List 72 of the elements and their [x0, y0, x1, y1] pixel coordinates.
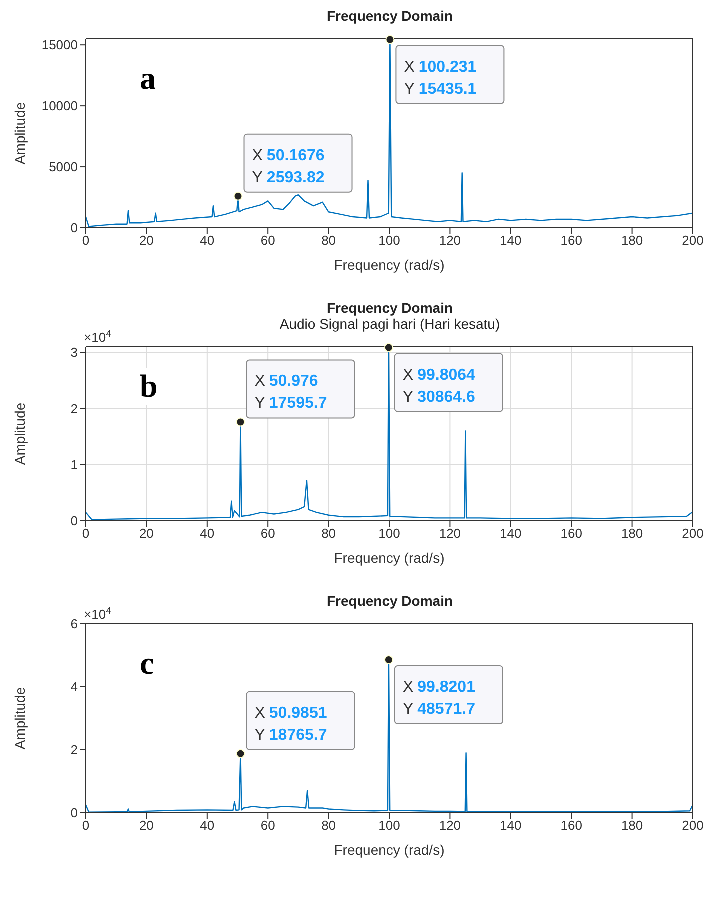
datatip: X 100.231 Y 15435.1: [386, 35, 505, 104]
y-tick-label: 0: [70, 806, 78, 821]
x-tick-label: 40: [200, 818, 215, 834]
annotation: X 99.8064 Y 30864.6: [402, 366, 476, 406]
text: ×10$^{4}$: [84, 606, 112, 622]
y-tick-label: 2: [70, 401, 78, 416]
y-tick-label: 4: [70, 680, 78, 695]
x-tick-label: 20: [139, 526, 154, 542]
x-tick-label: 120: [439, 818, 462, 834]
annotation: X 99.8201 Y 48571.7: [402, 679, 476, 718]
datatip: X 99.8064 Y 30864.6: [384, 343, 504, 412]
x-tick-label: 200: [682, 233, 704, 248]
x-tick-label: 200: [682, 526, 704, 542]
x-tick-label: 140: [500, 233, 522, 248]
x-tick-label: 180: [621, 818, 644, 834]
y-tick-label: 0: [70, 514, 78, 529]
x-axis-title: Frequency (rad/s): [334, 550, 445, 566]
x-tick-label: 100: [378, 818, 400, 834]
x-tick-label: 40: [200, 233, 215, 248]
x-axis-title: Frequency (rad/s): [334, 842, 445, 858]
y-tick-label: 0: [70, 220, 78, 236]
x-tick-label: 60: [260, 526, 276, 542]
y-tick-label: 2: [70, 742, 78, 758]
annotation: X 100.231 Y 15435.1: [404, 58, 477, 98]
datatip: X 50.1676 Y 2593.82: [234, 134, 353, 201]
annotation: X 50.1676 Y 2593.82: [252, 147, 325, 186]
x-tick-label: 0: [82, 818, 90, 834]
text: ×10$^{4}$: [84, 328, 112, 345]
x-tick-label: 140: [500, 818, 522, 834]
x-tick-label: 160: [560, 818, 582, 834]
annotation: X 50.9851 Y 18765.7: [254, 704, 328, 744]
y-axis-title: Amplitude: [12, 687, 28, 750]
x-tick-label: 0: [82, 526, 90, 542]
annotation: X 50.976 Y 17595.7: [254, 373, 328, 412]
chart-title: Frequency Domain: [326, 300, 454, 316]
y-tick-label: 15000: [42, 38, 78, 53]
x-tick-label: 160: [560, 233, 582, 248]
y-tick-label: 3: [70, 345, 78, 360]
datatip: X 50.976 Y 17595.7: [236, 360, 356, 427]
x-tick-label: 80: [322, 526, 336, 542]
chart-title: Frequency Domain: [326, 593, 454, 609]
x-tick-label: 100: [378, 233, 400, 248]
x-tick-label: 80: [322, 233, 336, 248]
x-axis-title: Frequency (rad/s): [334, 257, 445, 273]
x-tick-label: 60: [260, 818, 276, 834]
datatip: X 99.8201 Y 48571.7: [384, 656, 504, 724]
x-tick-label: 200: [682, 818, 704, 834]
x-tick-label: 120: [439, 526, 462, 542]
y-axis-title: Amplitude: [12, 402, 28, 466]
chart-subtitle: Audio Signal pagi hari (Hari kesatu): [280, 316, 500, 332]
x-tick-label: 140: [500, 526, 522, 542]
x-tick-label: 120: [439, 233, 462, 248]
y-tick-label: 1: [70, 457, 78, 472]
x-tick-label: 180: [621, 526, 644, 542]
x-tick-label: 100: [378, 526, 400, 542]
annotation: c: [136, 645, 158, 682]
x-tick-label: 20: [139, 233, 154, 248]
x-tick-label: 160: [560, 526, 582, 542]
y-tick-label: 5000: [49, 160, 78, 175]
annotation: b: [136, 368, 162, 405]
annotation: a: [136, 60, 160, 97]
y-tick-label: 10000: [42, 98, 78, 114]
x-tick-label: 0: [82, 233, 90, 248]
datatip: X 50.9851 Y 18765.7: [236, 691, 356, 758]
x-tick-label: 40: [200, 526, 215, 542]
x-tick-label: 60: [260, 233, 276, 248]
x-tick-label: 80: [322, 818, 336, 834]
x-tick-label: 20: [139, 818, 154, 834]
y-axis-title: Amplitude: [12, 102, 28, 165]
x-tick-label: 180: [621, 233, 644, 248]
chart-title: Frequency Domain: [326, 8, 454, 24]
y-tick-label: 6: [70, 616, 78, 632]
